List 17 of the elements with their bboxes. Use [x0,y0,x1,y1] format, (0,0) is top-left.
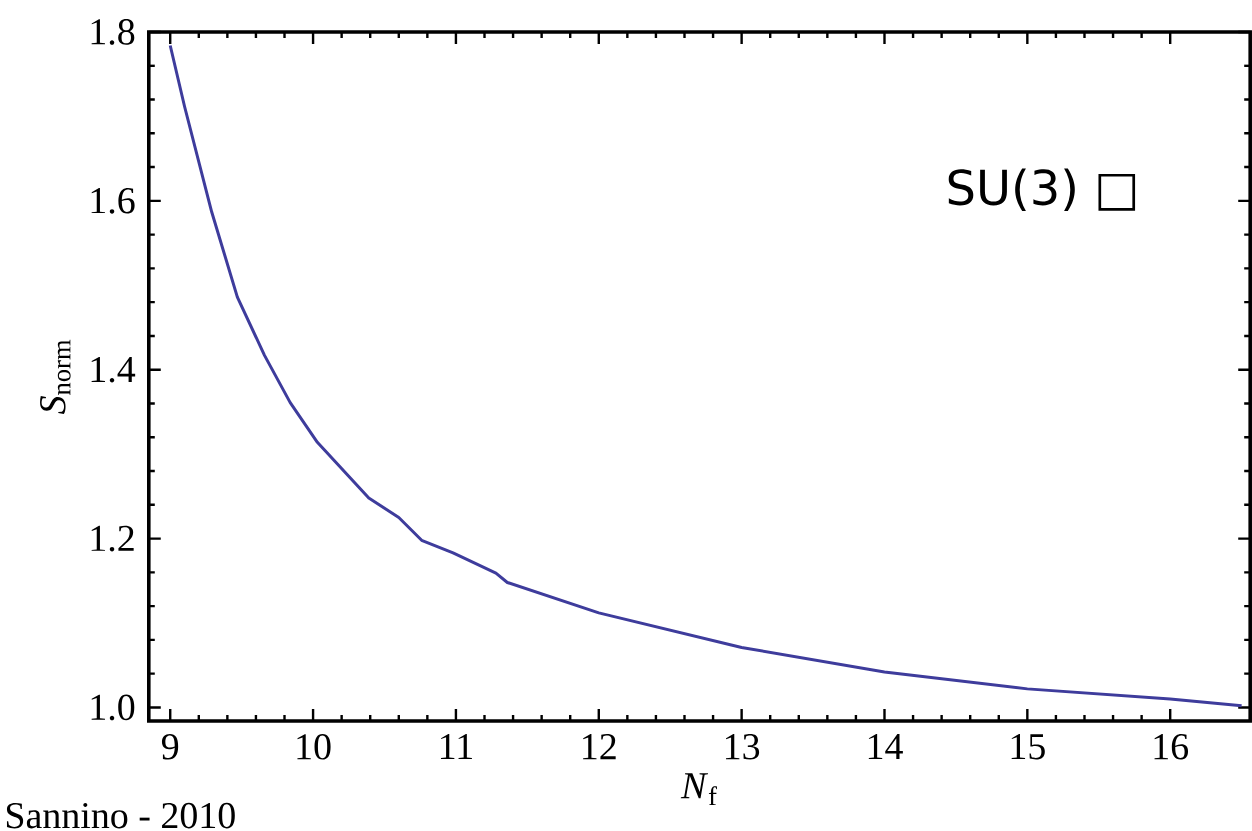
x-tick-label: 9 [161,734,179,760]
x-axis-title: N$_{f}$ [680,773,717,806]
x-tick-label: 13 [725,734,760,760]
text: Sannino - 2010 [6,802,235,829]
y-axis-title: S$_{norm}$ [40,339,71,415]
x-tick-label: 14 [868,734,903,760]
y-tick-label: 1.6 [91,188,135,214]
y-tick-label: 1.2 [91,525,134,552]
x-tick-label: 16 [1154,734,1189,760]
y-tick-label: 1.0 [91,694,135,721]
x-tick-label: 12 [583,734,616,760]
y-tick-label: 1.8 [91,19,135,45]
x-tick-label: 11 [440,734,472,760]
y-tick-label: 1.4 [91,357,136,383]
x-tick-label: 15 [1011,734,1045,760]
annotation: SU(3) □ [948,168,1136,212]
x-tick-label: 10 [297,734,331,760]
